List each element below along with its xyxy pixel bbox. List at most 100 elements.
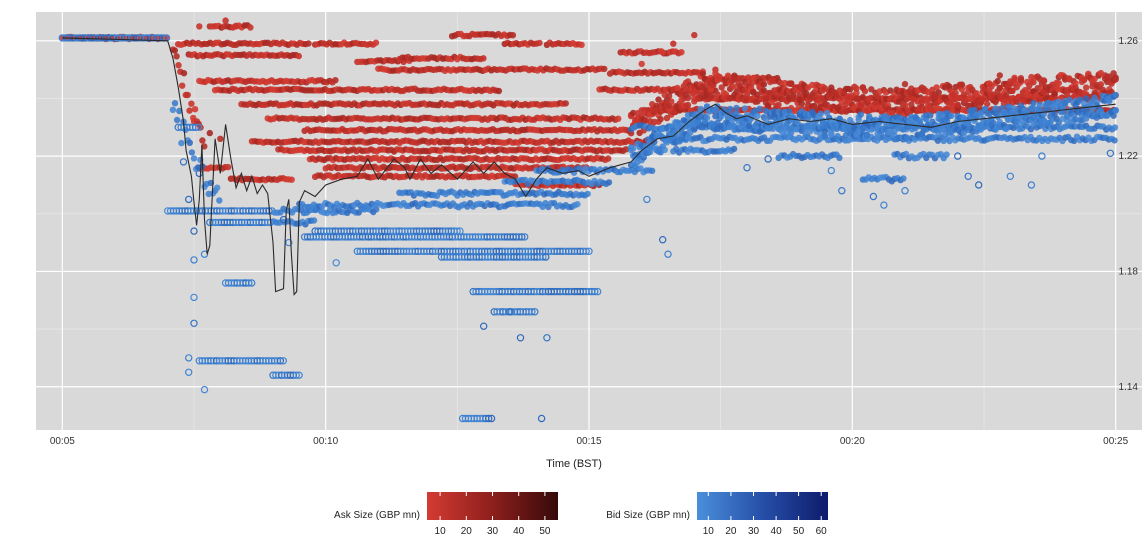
bid-point: [900, 175, 907, 182]
ask-point: [480, 55, 487, 62]
bid-point: [310, 217, 318, 224]
ask-point: [615, 115, 622, 122]
bid-point: [754, 112, 761, 120]
ask-point: [1002, 92, 1010, 99]
ask-point: [1011, 76, 1018, 83]
bid-point: [703, 114, 711, 122]
ask-point: [199, 137, 206, 144]
ask-point: [958, 86, 966, 93]
ask-point: [853, 89, 860, 97]
bid-point: [173, 116, 181, 124]
bid-point: [726, 105, 734, 113]
ask-point: [655, 96, 662, 103]
ask-point: [495, 87, 503, 95]
legend-tick-label: 40: [771, 526, 783, 537]
ask-point: [691, 31, 698, 39]
legend-tick-label: 20: [461, 526, 473, 537]
ask-point: [188, 100, 195, 107]
ask-point: [933, 84, 940, 91]
ask-point: [217, 135, 224, 142]
ask-point: [191, 106, 199, 113]
ask-point: [605, 155, 612, 162]
ask-point: [984, 100, 991, 108]
ask-point: [232, 23, 240, 30]
x-tick-label: 00:15: [576, 436, 601, 447]
legend-tick-label: 20: [725, 526, 737, 537]
ask-point: [674, 84, 681, 92]
ask-legend-title: Ask Size (GBP mn): [334, 510, 420, 521]
bid-point: [649, 167, 656, 174]
ask-point: [887, 87, 894, 94]
ask-point: [332, 77, 339, 84]
ask-point: [901, 80, 909, 88]
ask-point: [1083, 84, 1090, 91]
legend-tick-label: 60: [816, 526, 828, 537]
ask-point: [247, 24, 254, 31]
x-tick-label: 00:10: [313, 436, 338, 447]
ask-point: [775, 101, 782, 109]
legend-tick-label: 50: [539, 526, 551, 537]
bid-point: [817, 110, 824, 118]
ask-point: [222, 17, 229, 24]
ask-point: [684, 94, 692, 102]
legend-tick-label: 40: [513, 526, 525, 537]
ask-point: [889, 109, 896, 117]
bid-point: [661, 146, 668, 154]
legend-tick-label: 30: [748, 526, 760, 537]
ask-point: [866, 96, 873, 103]
ask-point: [769, 98, 776, 106]
bid-point: [1083, 95, 1090, 102]
bid-point: [927, 112, 934, 119]
ask-point: [1097, 81, 1105, 88]
ask-point: [790, 94, 797, 101]
ask-point: [171, 47, 178, 54]
bid-point: [857, 111, 864, 118]
ask-point: [638, 60, 645, 68]
ask-point: [1051, 90, 1058, 97]
bid-point: [834, 132, 841, 140]
bid-point: [756, 105, 763, 113]
ask-point: [726, 95, 734, 102]
legend-tick-label: 10: [435, 526, 447, 537]
bid-point: [788, 129, 795, 137]
bid-legend: Bid Size (GBP mn) 10 20 30 40 50 60: [606, 492, 828, 537]
ask-legend-colorbar: [427, 492, 558, 520]
ask-point: [509, 32, 517, 39]
bid-point: [1112, 107, 1119, 114]
ask-point: [179, 82, 186, 89]
ask-point: [996, 85, 1003, 92]
ask-point: [861, 87, 869, 95]
ask-point: [853, 85, 860, 92]
ask-point: [295, 52, 302, 60]
ask-point: [724, 72, 732, 79]
bid-legend-colorbar: [697, 492, 828, 520]
ask-point: [173, 53, 180, 60]
bid-point: [194, 123, 203, 132]
y-tick-label: 1.18: [1119, 266, 1139, 277]
ask-point: [657, 116, 664, 123]
ask-point: [691, 98, 698, 105]
ask-point: [196, 23, 203, 30]
bid-point: [216, 197, 223, 204]
ask-point: [225, 163, 232, 171]
ask-point: [967, 94, 974, 101]
ask-point: [760, 81, 768, 88]
bid-point: [836, 154, 843, 161]
ask-point: [901, 101, 909, 109]
ask-point: [684, 101, 692, 109]
ask-point: [180, 70, 188, 77]
bid-point: [169, 106, 177, 114]
ask-point: [622, 146, 630, 153]
ask-point: [1112, 76, 1119, 83]
ask-point: [1055, 80, 1063, 87]
ask-point: [175, 61, 182, 69]
ask-point: [802, 90, 810, 97]
ask-point: [798, 100, 805, 107]
ask-point: [1030, 79, 1037, 86]
x-tick-label: 00:05: [50, 436, 75, 447]
bid-point: [171, 100, 179, 107]
x-axis-title: Time (BST): [546, 458, 602, 470]
ask-point: [950, 96, 957, 103]
ask-point: [288, 176, 295, 183]
